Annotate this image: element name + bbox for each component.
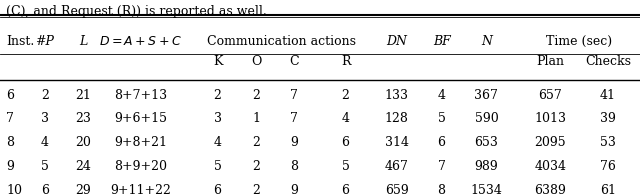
Text: 6: 6: [41, 184, 49, 196]
Text: Plan: Plan: [536, 55, 564, 68]
Text: #P: #P: [35, 35, 54, 48]
Text: Time (sec): Time (sec): [546, 35, 612, 48]
Text: 2: 2: [252, 136, 260, 149]
Text: 133: 133: [385, 89, 409, 102]
Text: 4: 4: [41, 136, 49, 149]
Text: 2: 2: [252, 184, 260, 196]
Text: 7: 7: [291, 89, 298, 102]
Text: 8: 8: [438, 184, 445, 196]
Text: Checks: Checks: [585, 55, 631, 68]
Text: 23: 23: [76, 112, 91, 125]
Text: 5: 5: [214, 160, 221, 173]
Text: 61: 61: [600, 184, 616, 196]
Text: 2: 2: [252, 89, 260, 102]
Text: 6: 6: [342, 136, 349, 149]
Text: 6389: 6389: [534, 184, 566, 196]
Text: 8: 8: [291, 160, 298, 173]
Text: 989: 989: [474, 160, 499, 173]
Text: 8+9+20: 8+9+20: [115, 160, 167, 173]
Text: 2: 2: [342, 89, 349, 102]
Text: O: O: [251, 55, 261, 68]
Text: 41: 41: [600, 89, 616, 102]
Text: R: R: [341, 55, 350, 68]
Text: 6: 6: [342, 184, 349, 196]
Text: 53: 53: [600, 136, 616, 149]
Text: 5: 5: [41, 160, 49, 173]
Text: 39: 39: [600, 112, 616, 125]
Text: 8: 8: [6, 136, 15, 149]
Text: 24: 24: [76, 160, 91, 173]
Text: 5: 5: [342, 160, 349, 173]
Text: 659: 659: [385, 184, 409, 196]
Text: 1013: 1013: [534, 112, 566, 125]
Text: 4: 4: [214, 136, 221, 149]
Text: 2: 2: [41, 89, 49, 102]
Text: 2: 2: [214, 89, 221, 102]
Text: Inst.: Inst.: [6, 35, 35, 48]
Text: 1: 1: [252, 112, 260, 125]
Text: 1534: 1534: [470, 184, 502, 196]
Text: 10: 10: [6, 184, 22, 196]
Text: 21: 21: [76, 89, 91, 102]
Text: 5: 5: [438, 112, 445, 125]
Text: 8+7+13: 8+7+13: [114, 89, 168, 102]
Text: 657: 657: [538, 89, 563, 102]
Text: 6: 6: [6, 89, 15, 102]
Text: 4: 4: [342, 112, 349, 125]
Text: DN: DN: [387, 35, 407, 48]
Text: Communication actions: Communication actions: [207, 35, 356, 48]
Text: 653: 653: [474, 136, 499, 149]
Text: 6: 6: [214, 184, 221, 196]
Text: (C), and Request (R)) is reported as well.: (C), and Request (R)) is reported as wel…: [6, 5, 267, 18]
Text: L: L: [79, 35, 87, 48]
Text: 9: 9: [291, 184, 298, 196]
Text: 7: 7: [291, 112, 298, 125]
Text: 20: 20: [76, 136, 91, 149]
Text: 4034: 4034: [534, 160, 566, 173]
Text: 9+11+22: 9+11+22: [110, 184, 172, 196]
Text: 6: 6: [438, 136, 445, 149]
Text: 590: 590: [474, 112, 499, 125]
Text: 9: 9: [6, 160, 14, 173]
Text: 9+6+15: 9+6+15: [115, 112, 167, 125]
Text: 467: 467: [385, 160, 409, 173]
Text: 29: 29: [76, 184, 91, 196]
Text: 7: 7: [438, 160, 445, 173]
Text: K: K: [213, 55, 222, 68]
Text: 9: 9: [291, 136, 298, 149]
Text: 4: 4: [438, 89, 445, 102]
Text: 9+8+21: 9+8+21: [115, 136, 167, 149]
Text: 3: 3: [214, 112, 221, 125]
Text: 2: 2: [252, 160, 260, 173]
Text: N: N: [481, 35, 492, 48]
Text: 76: 76: [600, 160, 616, 173]
Text: 367: 367: [474, 89, 499, 102]
Text: BF: BF: [433, 35, 451, 48]
Text: 314: 314: [385, 136, 409, 149]
Text: C: C: [289, 55, 300, 68]
Text: 7: 7: [6, 112, 14, 125]
Text: 2095: 2095: [534, 136, 566, 149]
Text: 3: 3: [41, 112, 49, 125]
Text: $D = A+S+C$: $D = A+S+C$: [99, 35, 182, 48]
Text: 128: 128: [385, 112, 409, 125]
